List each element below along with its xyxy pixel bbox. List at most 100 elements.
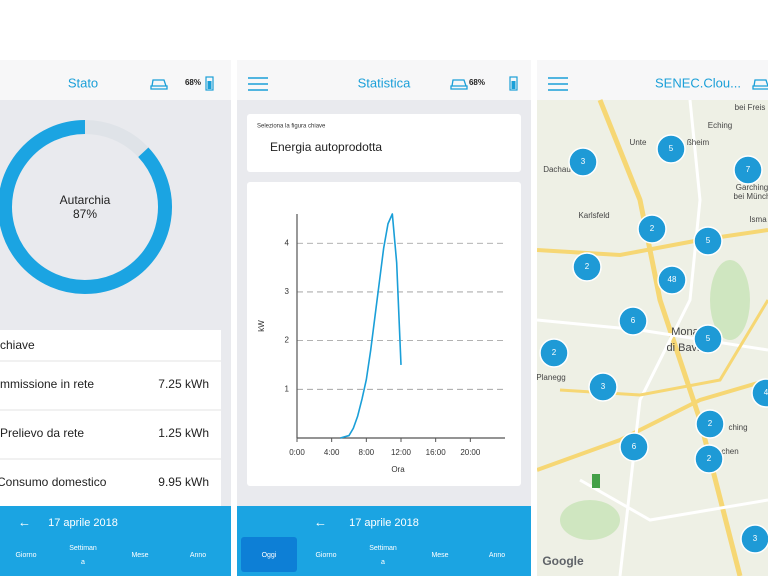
- row-value: 1.25 kWh: [158, 426, 209, 440]
- header-bar: [537, 60, 768, 100]
- screen: Statistica 68% 17 aprile 2018 Oggi Giorno Set…: [257, 75, 505, 565]
- header-bar: [237, 60, 531, 100]
- footer-tab[interactable]: Anno: [489, 552, 505, 559]
- row-value: 7.25 kWh: [158, 377, 209, 391]
- map-place: bei Münch: [734, 192, 768, 201]
- map-cluster-count: 3: [581, 157, 586, 166]
- map-cluster-count: 5: [706, 236, 711, 245]
- y-axis-label: kW: [257, 320, 266, 332]
- x-axis-label: Ora: [391, 465, 405, 474]
- chart-card: [247, 182, 521, 486]
- footer-tab[interactable]: Settiman: [369, 545, 397, 552]
- header-title: SENEC.Clou...: [655, 75, 741, 90]
- battery-level: 68%: [469, 78, 485, 87]
- x-tick-label: 12:00: [391, 448, 412, 457]
- x-tick-label: 16:00: [426, 448, 447, 457]
- gauge-label: Autarchia: [60, 193, 111, 207]
- map-place: Eching: [708, 121, 732, 130]
- y-tick-label: 1: [285, 384, 290, 393]
- menu-icon[interactable]: [248, 77, 568, 91]
- table-title: chiave: [0, 338, 35, 352]
- footer-tab[interactable]: Settiman: [69, 545, 97, 552]
- map-place: Dachau: [543, 165, 571, 174]
- map-cluster[interactable]: [733, 155, 763, 185]
- footer-tab[interactable]: a: [381, 559, 385, 566]
- map-cluster-count: 4: [764, 388, 768, 397]
- map-cluster-count: 2: [650, 224, 655, 233]
- map-cluster-count: 5: [706, 334, 711, 343]
- map-cluster[interactable]: [693, 226, 723, 256]
- map-cluster-count: 2: [585, 262, 590, 271]
- selector-card[interactable]: [247, 114, 521, 172]
- footer-tab[interactable]: Anno: [190, 552, 206, 559]
- x-tick-label: 20:00: [460, 448, 481, 457]
- y-tick-label: 2: [285, 336, 290, 345]
- map-cluster-count: 2: [707, 454, 712, 463]
- map-cluster-count: 2: [708, 419, 713, 428]
- map-cluster-count: 5: [669, 144, 674, 153]
- footer-tab[interactable]: Giorno: [315, 552, 336, 559]
- header-bar: [0, 60, 231, 100]
- footer-tab[interactable]: Mese: [431, 552, 448, 559]
- table-card: [0, 330, 221, 506]
- y-tick-label: 3: [285, 287, 290, 296]
- row-label: Consumo domestico: [0, 475, 107, 489]
- header-title: Statistica: [358, 75, 412, 90]
- footer-tab[interactable]: Oggi: [262, 552, 277, 559]
- map-cluster[interactable]: [694, 444, 724, 474]
- footer: [0, 506, 231, 576]
- map-place: bei Freis: [735, 103, 766, 112]
- map-place: ching: [728, 423, 747, 432]
- map-cluster[interactable]: [693, 324, 723, 354]
- footer-date: 17 aprile 2018: [48, 517, 118, 529]
- map-place: Planegg: [536, 373, 565, 382]
- map-cluster-count: 48: [668, 275, 677, 284]
- map-cluster[interactable]: [740, 524, 768, 554]
- map-place: Mona: [671, 326, 699, 338]
- map-place: Garching: [736, 183, 768, 192]
- map-cluster-count: 7: [746, 165, 751, 174]
- map-cluster[interactable]: [637, 214, 667, 244]
- map-cluster[interactable]: [572, 252, 602, 282]
- map-cluster[interactable]: [619, 432, 649, 462]
- selector-caption: Seleziona la figura chiave: [257, 124, 326, 130]
- selector-value[interactable]: Energia autoprodotta: [270, 140, 382, 154]
- line-series: [340, 213, 402, 439]
- map-cluster[interactable]: [751, 378, 768, 408]
- battery-icon: [205, 76, 518, 91]
- battery-level: 68%: [185, 78, 201, 87]
- map-place: Isma: [749, 215, 767, 224]
- gauge-value: 87%: [73, 207, 97, 221]
- map-cluster[interactable]: [568, 147, 598, 177]
- row-value: 9.95 kWh: [158, 475, 209, 489]
- map-cluster[interactable]: [656, 134, 686, 164]
- map-cluster[interactable]: [588, 372, 618, 402]
- x-tick-label: 4:00: [324, 448, 340, 457]
- map-cluster-count: 3: [601, 382, 606, 391]
- row-label: Prelievo da rete: [0, 426, 84, 440]
- footer-tab[interactable]: a: [81, 559, 85, 566]
- map-place: ßheim: [687, 138, 710, 147]
- y-tick-label: 4: [285, 238, 290, 247]
- map-cluster-count: 2: [552, 348, 557, 357]
- map-attribution: Google: [542, 554, 584, 568]
- map-place: Karlsfeld: [578, 211, 609, 220]
- footer-tab[interactable]: Mese: [131, 552, 148, 559]
- map-cluster[interactable]: [657, 265, 687, 295]
- car-icon[interactable]: [150, 79, 768, 90]
- map-cluster-count: 3: [753, 534, 758, 543]
- map-cluster-count: 6: [631, 316, 636, 325]
- map-cluster[interactable]: [539, 338, 569, 368]
- active-tab-bg: [241, 537, 297, 572]
- x-tick-label: 8:00: [359, 448, 375, 457]
- back-arrow[interactable]: ←: [314, 514, 327, 529]
- x-tick-label: 0:00: [289, 448, 305, 457]
- footer-date: 17 aprile 2018: [349, 517, 419, 529]
- footer-tab[interactable]: Giorno: [15, 552, 36, 559]
- map-cluster[interactable]: [618, 306, 648, 336]
- map-cluster[interactable]: [695, 409, 725, 439]
- back-arrow[interactable]: ←: [18, 514, 31, 529]
